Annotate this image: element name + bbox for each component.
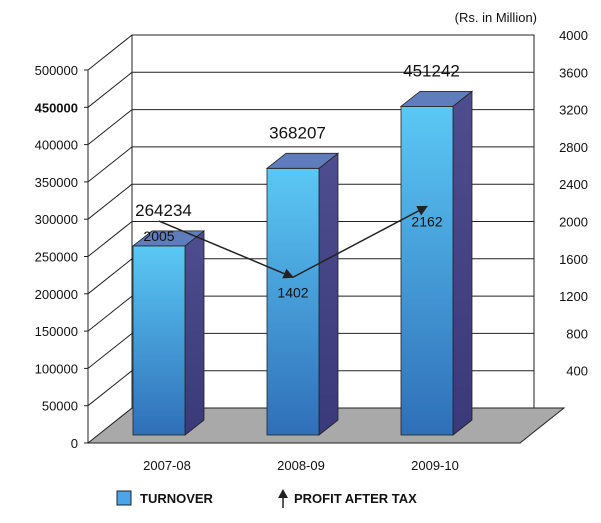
bar — [132, 245, 186, 436]
left-tick-label: 200000 — [35, 287, 78, 302]
left-tick-label: 300000 — [35, 212, 78, 227]
gridline-side — [87, 221, 133, 257]
right-tick-label: 1200 — [559, 289, 588, 304]
gridline-side — [87, 370, 133, 407]
bar-side — [184, 230, 205, 436]
right-tick-label: 3600 — [559, 65, 588, 80]
line-segment — [292, 205, 428, 278]
line-segment — [158, 220, 294, 279]
bar-value-label: 368207 — [269, 123, 326, 142]
right-tick-label: 3200 — [559, 103, 588, 118]
gridline-side — [87, 295, 133, 332]
right-tick-label: 2000 — [559, 215, 588, 230]
bar — [266, 167, 320, 436]
x-tick-label: 2007-08 — [143, 458, 191, 473]
x-tick-label: 2008-09 — [277, 458, 325, 473]
line-value-label: 2162 — [411, 213, 442, 229]
bar-side — [318, 152, 339, 436]
gridline-side — [87, 109, 133, 145]
right-tick-label: 800 — [566, 326, 588, 341]
bar-top — [131, 230, 206, 247]
left-tick-label: 400000 — [35, 138, 78, 153]
bar-value-label: 451242 — [403, 61, 460, 80]
left-tick-label: 150000 — [35, 324, 78, 339]
right-tick-label: 4000 — [559, 28, 588, 43]
gridline-side — [87, 183, 133, 220]
left-tick-label: 50000 — [42, 399, 78, 414]
legend-arrow-head — [278, 489, 288, 498]
gridline-side — [87, 71, 133, 108]
gridline-side — [87, 146, 133, 183]
left-tick-label: 250000 — [35, 250, 78, 265]
right-tick-label: 2800 — [559, 140, 588, 155]
right-tick-label: 400 — [566, 364, 588, 379]
gridline-side — [87, 34, 133, 71]
gridline-side — [87, 333, 133, 369]
gridline-side — [87, 258, 133, 295]
bar-side — [452, 90, 473, 436]
legend-swatch-turnover — [116, 490, 132, 506]
legend-label-profit: PROFIT AFTER TAX — [294, 491, 417, 506]
bar-top — [399, 90, 474, 107]
x-tick-label: 2009-10 — [411, 458, 459, 473]
right-tick-label: 2400 — [559, 177, 588, 192]
line-value-label: 2005 — [143, 228, 174, 244]
unit-note: (Rs. in Million) — [455, 10, 537, 25]
right-tick-label: 1600 — [559, 252, 588, 267]
left-tick-label: 500000 — [35, 63, 78, 78]
left-tick-label: 450000 — [35, 100, 78, 115]
bar-top — [265, 152, 340, 169]
legend-label-turnover: TURNOVER — [140, 491, 214, 506]
left-tick-label: 350000 — [35, 175, 78, 190]
line-value-label: 1402 — [277, 284, 308, 300]
left-tick-label: 100000 — [35, 361, 78, 376]
bar-value-label: 264234 — [135, 201, 192, 220]
bar — [400, 105, 454, 436]
left-tick-label: 0 — [71, 436, 78, 451]
